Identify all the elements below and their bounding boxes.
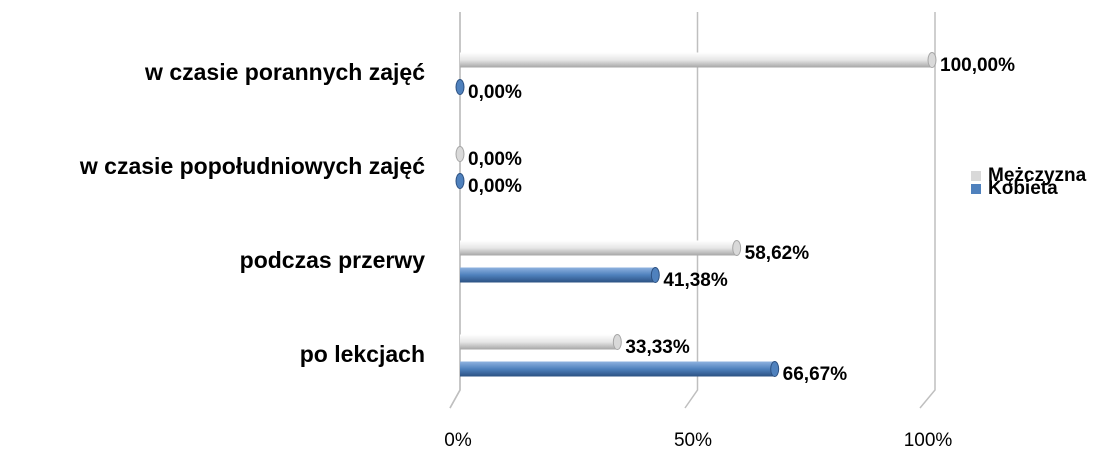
x-tick-label: 0%	[444, 430, 472, 451]
bar-cap	[455, 146, 465, 162]
value-label: 33,33%	[625, 337, 690, 358]
y-tick-label: podczas przerwy	[240, 247, 426, 273]
value-label: 58,62%	[745, 243, 810, 264]
x-tick-label: 50%	[674, 430, 712, 451]
legend-swatch	[971, 184, 981, 194]
bar-cap	[732, 240, 742, 256]
bar	[455, 173, 465, 189]
bar-cap	[455, 173, 465, 189]
axis-wall	[449, 12, 461, 409]
y-tick-label: w czasie popołudniowych zajęć	[79, 153, 425, 179]
y-tick-label: w czasie porannych zajęć	[144, 59, 425, 85]
bar	[460, 267, 660, 283]
bar-cap	[455, 79, 465, 95]
value-label: 0,00%	[468, 176, 522, 197]
y-tick-label: po lekcjach	[300, 341, 425, 367]
bar-cap	[650, 267, 660, 283]
value-label: 100,00%	[940, 55, 1015, 76]
bar	[455, 146, 465, 162]
grid-line	[449, 12, 461, 409]
legend-swatch	[971, 171, 981, 181]
bar-body	[460, 52, 932, 68]
bar-cap	[612, 334, 622, 350]
value-label: 66,67%	[783, 364, 848, 385]
bar-body	[460, 267, 656, 283]
value-label: 41,38%	[663, 270, 728, 291]
bar-cap	[770, 361, 780, 377]
bar-body	[460, 240, 737, 256]
legend-label: Mężczyzna	[988, 165, 1087, 186]
legend-label: Kobieta	[988, 178, 1058, 199]
bar	[460, 52, 937, 68]
bar-body	[460, 334, 618, 350]
bar-body	[460, 361, 775, 377]
grid-line	[684, 12, 699, 409]
grid-line	[919, 12, 936, 409]
x-tick-label: 100%	[904, 430, 953, 451]
bar	[455, 79, 465, 95]
bar	[460, 240, 742, 256]
bar-cap	[927, 52, 937, 68]
value-label: 0,00%	[468, 149, 522, 170]
bar	[460, 334, 622, 350]
bar	[460, 361, 780, 377]
value-label: 0,00%	[468, 82, 522, 103]
